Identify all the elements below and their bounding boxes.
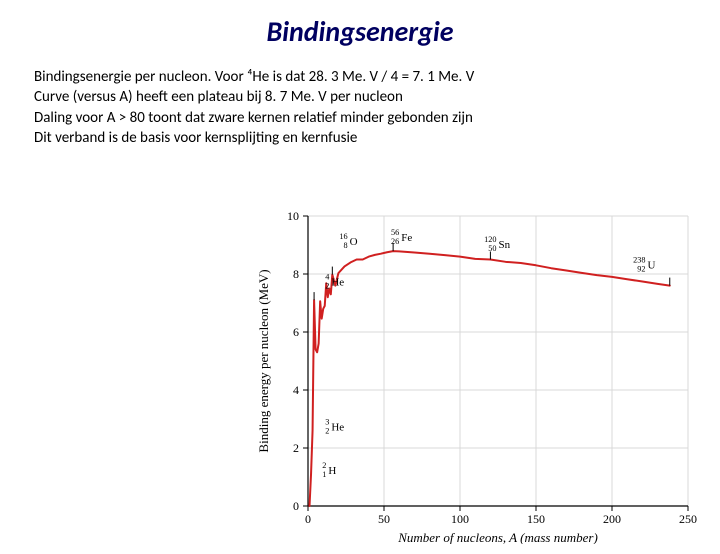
svg-text:2: 2 <box>325 282 329 291</box>
binding-energy-chart: 0501001502002500246810Number of nucleons… <box>250 204 710 544</box>
svg-text:4: 4 <box>293 383 299 397</box>
svg-text:H: H <box>328 465 336 477</box>
svg-text:120: 120 <box>484 235 496 244</box>
svg-text:8: 8 <box>343 241 347 250</box>
svg-text:O: O <box>350 236 358 248</box>
svg-text:2: 2 <box>325 427 329 436</box>
svg-text:100: 100 <box>451 512 469 526</box>
svg-text:Sn: Sn <box>499 239 511 251</box>
page-title: Bindingsenergie <box>0 14 720 49</box>
svg-text:3: 3 <box>325 418 329 427</box>
svg-text:10: 10 <box>287 209 299 223</box>
svg-text:26: 26 <box>391 237 399 246</box>
svg-text:Number of nucleons, A (mass nu: Number of nucleons, A (mass number) <box>397 530 598 544</box>
svg-text:4: 4 <box>325 273 329 282</box>
svg-text:200: 200 <box>603 512 621 526</box>
svg-text:2: 2 <box>293 441 299 455</box>
svg-text:16: 16 <box>339 232 347 241</box>
svg-text:92: 92 <box>637 264 645 273</box>
svg-text:50: 50 <box>488 244 496 253</box>
desc-line: Curve (versus A) heeft een plateau bij 8… <box>34 87 700 107</box>
svg-text:150: 150 <box>527 512 545 526</box>
svg-text:8: 8 <box>293 267 299 281</box>
description-block: Bindingsenergie per nucleon. Voor ⁴He is… <box>34 67 700 148</box>
svg-text:56: 56 <box>391 228 399 237</box>
svg-text:50: 50 <box>378 512 390 526</box>
svg-text:U: U <box>648 259 656 271</box>
svg-text:250: 250 <box>679 512 697 526</box>
svg-text:Binding energy per nucleon (Me: Binding energy per nucleon (MeV) <box>256 269 271 452</box>
svg-text:6: 6 <box>293 325 299 339</box>
desc-line: Dit verband is de basis voor kernsplijti… <box>34 128 700 148</box>
svg-text:He: He <box>331 277 344 289</box>
svg-text:He: He <box>331 422 344 434</box>
desc-line: Daling voor A > 80 toont dat zware kerne… <box>34 108 700 128</box>
svg-text:2: 2 <box>322 461 326 470</box>
svg-text:0: 0 <box>305 512 311 526</box>
svg-text:1: 1 <box>322 470 326 479</box>
chart-svg: 0501001502002500246810Number of nucleons… <box>250 204 710 544</box>
svg-text:238: 238 <box>633 255 645 264</box>
desc-line: Bindingsenergie per nucleon. Voor ⁴He is… <box>34 67 700 87</box>
svg-text:Fe: Fe <box>401 232 412 244</box>
svg-text:0: 0 <box>293 499 299 513</box>
